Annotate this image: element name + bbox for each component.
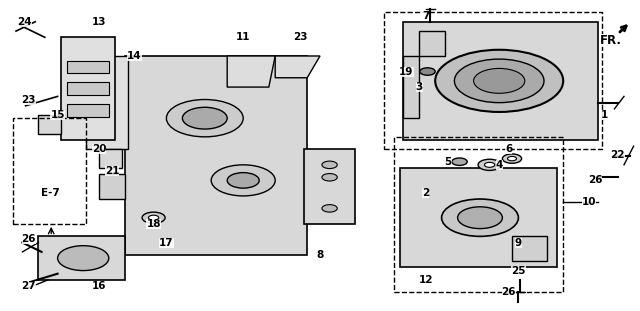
Polygon shape — [227, 56, 275, 87]
Text: 13: 13 — [92, 17, 106, 27]
Text: 10: 10 — [582, 197, 596, 207]
Polygon shape — [38, 115, 61, 134]
Bar — [67, 82, 109, 95]
Circle shape — [508, 156, 516, 161]
Circle shape — [502, 154, 522, 163]
Text: 9: 9 — [515, 238, 522, 248]
Text: 21: 21 — [105, 166, 119, 176]
Circle shape — [182, 107, 227, 129]
Polygon shape — [403, 56, 419, 118]
Text: 24: 24 — [17, 17, 31, 27]
Circle shape — [211, 165, 275, 196]
Bar — [13, 118, 86, 224]
Polygon shape — [86, 56, 128, 149]
Text: 5: 5 — [444, 157, 452, 167]
Text: 23: 23 — [294, 32, 308, 42]
Circle shape — [454, 59, 544, 103]
Circle shape — [166, 100, 243, 137]
Polygon shape — [512, 236, 547, 261]
Polygon shape — [38, 236, 125, 280]
Polygon shape — [275, 56, 320, 78]
Text: 15: 15 — [51, 110, 65, 120]
Text: 25: 25 — [511, 266, 525, 276]
Text: 12: 12 — [419, 275, 433, 285]
Circle shape — [458, 207, 502, 229]
Bar — [384, 12, 602, 149]
Polygon shape — [125, 56, 307, 255]
Circle shape — [420, 68, 435, 75]
Text: 17: 17 — [159, 238, 173, 248]
Polygon shape — [99, 149, 122, 168]
Circle shape — [452, 158, 467, 165]
Circle shape — [474, 68, 525, 93]
Bar — [67, 104, 109, 117]
Circle shape — [322, 174, 337, 181]
Polygon shape — [61, 37, 115, 140]
Circle shape — [322, 161, 337, 169]
Circle shape — [227, 173, 259, 188]
Circle shape — [58, 246, 109, 271]
Text: FR.: FR. — [600, 26, 626, 47]
Circle shape — [484, 162, 495, 167]
Circle shape — [148, 215, 159, 220]
Circle shape — [322, 205, 337, 212]
Bar — [67, 61, 109, 73]
Circle shape — [442, 199, 518, 236]
Bar — [394, 137, 563, 292]
Text: 8: 8 — [316, 250, 324, 260]
Text: 7: 7 — [422, 11, 429, 21]
Text: 27: 27 — [22, 281, 36, 291]
Polygon shape — [403, 22, 598, 140]
Text: 18: 18 — [147, 219, 161, 229]
Text: 14: 14 — [127, 51, 141, 61]
Text: 4: 4 — [495, 160, 503, 170]
Polygon shape — [400, 168, 557, 267]
Text: 19: 19 — [399, 67, 413, 77]
Circle shape — [478, 159, 501, 170]
Text: 23: 23 — [22, 95, 36, 104]
Text: 26: 26 — [22, 234, 36, 244]
Text: 2: 2 — [422, 188, 429, 198]
Text: 11: 11 — [236, 32, 250, 42]
Text: 3: 3 — [415, 82, 423, 92]
Text: E-7: E-7 — [40, 188, 60, 198]
Circle shape — [435, 50, 563, 112]
Text: 6: 6 — [505, 144, 513, 154]
Text: 26: 26 — [502, 287, 516, 297]
Polygon shape — [419, 31, 445, 56]
Text: 16: 16 — [92, 281, 106, 291]
Polygon shape — [99, 174, 125, 199]
Text: 20: 20 — [92, 144, 106, 154]
Text: 26: 26 — [588, 175, 602, 185]
Text: 1: 1 — [601, 110, 609, 120]
Text: 22: 22 — [611, 151, 625, 160]
Circle shape — [142, 212, 165, 223]
Polygon shape — [304, 149, 355, 224]
